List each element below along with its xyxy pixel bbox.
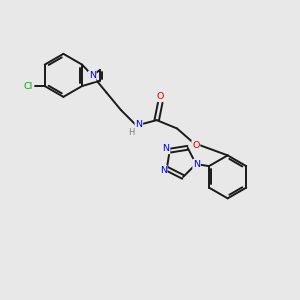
Text: N: N <box>193 160 200 169</box>
Text: Cl: Cl <box>23 82 33 91</box>
Text: O: O <box>157 92 164 101</box>
Text: H: H <box>128 128 134 137</box>
Text: O: O <box>192 141 200 150</box>
Text: N: N <box>89 71 96 80</box>
Text: N: N <box>160 166 167 175</box>
Text: N: N <box>163 144 170 153</box>
Text: N: N <box>135 120 142 129</box>
